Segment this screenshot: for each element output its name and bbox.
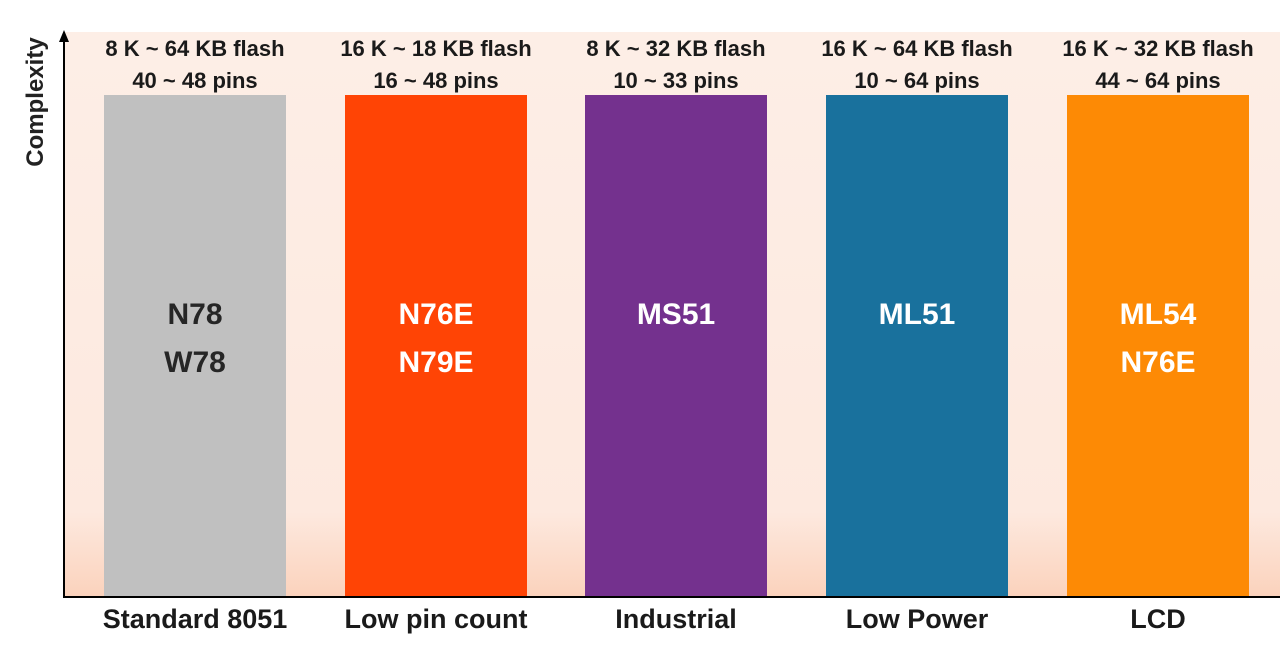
category-label: Low Power (845, 604, 989, 634)
flash-range: 8 K ~ 32 KB flash (586, 36, 766, 61)
series-name: ML54 (1119, 298, 1197, 331)
pin-range: 16 ~ 48 pins (373, 68, 499, 93)
flash-range: 16 K ~ 64 KB flash (821, 36, 1013, 61)
series-name: N76E (1120, 346, 1196, 379)
y-axis-line (63, 40, 65, 598)
pin-range: 40 ~ 48 pins (132, 68, 258, 93)
y-axis-title: Complexity (22, 37, 49, 167)
series-name: N76E (398, 298, 474, 331)
series-name: MS51 (636, 298, 716, 331)
product-bar: N76E N79E (345, 95, 527, 596)
series-names: N76E N79E (345, 291, 527, 387)
series-names: ML54 N76E (1067, 291, 1249, 387)
series-name: ML51 (878, 298, 956, 331)
product-bar: ML54 N76E (1067, 95, 1249, 596)
series-names: MS51 (585, 291, 767, 339)
spec-label: 16 K ~ 32 KB flash 44 ~ 64 pins (1038, 33, 1278, 97)
series-names: ML51 (826, 291, 1008, 339)
spec-label: 16 K ~ 64 KB flash 10 ~ 64 pins (797, 33, 1037, 97)
product-bar: N78 W78 (104, 95, 286, 596)
series-name: N78 (167, 298, 223, 331)
pin-range: 10 ~ 64 pins (854, 68, 980, 93)
pin-range: 10 ~ 33 pins (613, 68, 739, 93)
flash-range: 16 K ~ 32 KB flash (1062, 36, 1254, 61)
x-axis-line (63, 596, 1280, 598)
product-bar: MS51 (585, 95, 767, 596)
category-label: LCD (1130, 604, 1186, 634)
category-label: Low pin count (344, 604, 528, 634)
y-axis-arrow-icon (59, 30, 69, 42)
spec-label: 8 K ~ 32 KB flash 10 ~ 33 pins (556, 33, 796, 97)
category-label: Standard 8051 (102, 604, 288, 634)
flash-range: 8 K ~ 64 KB flash (105, 36, 285, 61)
flash-range: 16 K ~ 18 KB flash (340, 36, 532, 61)
series-name: W78 (164, 346, 226, 379)
series-name: N79E (398, 346, 474, 379)
product-bar: ML51 (826, 95, 1008, 596)
spec-label: 8 K ~ 64 KB flash 40 ~ 48 pins (75, 33, 315, 97)
spec-label: 16 K ~ 18 KB flash 16 ~ 48 pins (316, 33, 556, 97)
pin-range: 44 ~ 64 pins (1095, 68, 1221, 93)
category-label: Industrial (615, 604, 737, 634)
series-names: N78 W78 (104, 291, 286, 387)
